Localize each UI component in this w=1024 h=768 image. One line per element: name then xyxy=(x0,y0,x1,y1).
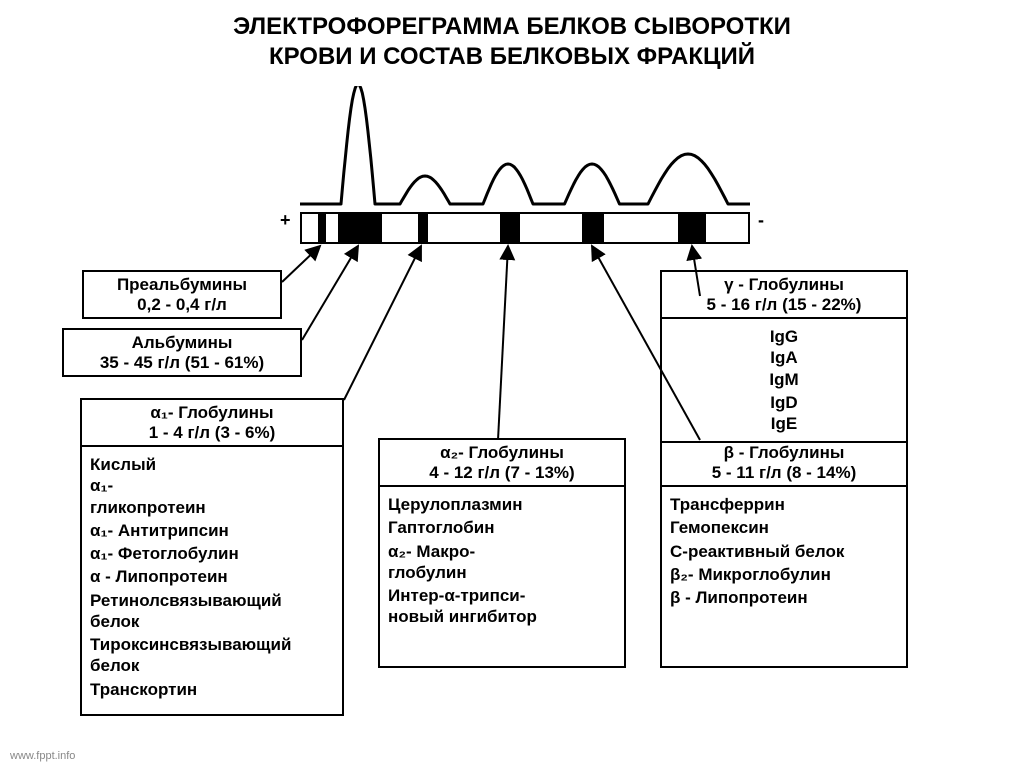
anode-sign: + xyxy=(280,210,291,231)
title-line-1: ЭЛЕКТРОФОРЕГРАММА БЕЛКОВ СЫВОРОТКИ xyxy=(40,12,984,42)
list-item: Гаптоглобин xyxy=(388,517,616,538)
list-item: Трансферрин xyxy=(670,494,898,515)
gamma-box: γ - Глобулины 5 - 16 г/л (15 - 22%) IgG … xyxy=(660,270,908,443)
electrophoresis-curve xyxy=(300,86,750,212)
prealbumin-box: Преальбумины 0,2 - 0,4 г/л xyxy=(82,270,282,319)
list-item: α₂- Макро-глобулин xyxy=(388,541,616,584)
list-item: α₁- Антитрипсин xyxy=(90,520,334,541)
alpha1-range: 1 - 4 г/л (3 - 6%) xyxy=(86,423,338,443)
list-item: Церулоплазмин xyxy=(388,494,616,515)
beta-body: ТрансферринГемопексинС-реактивный белокβ… xyxy=(662,487,906,615)
band-gamma xyxy=(678,214,706,242)
band-alpha1 xyxy=(418,214,428,242)
list-item: α - Липопротеин xyxy=(90,566,334,587)
list-item: Транскортин xyxy=(90,679,334,700)
cathode-sign: - xyxy=(758,210,764,231)
beta-box: β - Глобулины 5 - 11 г/л (8 - 14%) Транс… xyxy=(660,438,908,668)
list-item: β₂- Микроглобулин xyxy=(670,564,898,585)
list-item: α₁- Фетоглобулин xyxy=(90,543,334,564)
gamma-title: γ - Глобулины xyxy=(666,275,902,295)
band-prealbumin xyxy=(318,214,326,242)
gamma-body: IgG IgA IgMIgD IgE xyxy=(662,319,906,441)
gamma-range: 5 - 16 г/л (15 - 22%) xyxy=(666,295,902,315)
band-beta xyxy=(582,214,604,242)
list-item: Тироксинсвязывающий белок xyxy=(90,634,334,677)
band-alpha2 xyxy=(500,214,520,242)
albumin-range: 35 - 45 г/л (51 - 61%) xyxy=(68,353,296,373)
beta-title: β - Глобулины xyxy=(666,443,902,463)
albumin-box: Альбумины 35 - 45 г/л (51 - 61%) xyxy=(62,328,302,377)
beta-range: 5 - 11 г/л (8 - 14%) xyxy=(666,463,902,483)
list-item: IgG IgA IgM xyxy=(670,326,898,390)
alpha1-box: α₁- Глобулины 1 - 4 г/л (3 - 6%) Кислый … xyxy=(80,398,344,716)
prealbumin-title: Преальбумины xyxy=(88,275,276,295)
alpha2-box: α₂- Глобулины 4 - 12 г/л (7 - 13%) Церул… xyxy=(378,438,626,668)
page-title: ЭЛЕКТРОФОРЕГРАММА БЕЛКОВ СЫВОРОТКИ КРОВИ… xyxy=(0,0,1024,78)
title-line-2: КРОВИ И СОСТАВ БЕЛКОВЫХ ФРАКЦИЙ xyxy=(40,42,984,72)
list-item: Гемопексин xyxy=(670,517,898,538)
list-item: IgD IgE xyxy=(670,392,898,435)
albumin-title: Альбумины xyxy=(68,333,296,353)
alpha1-title: α₁- Глобулины xyxy=(86,403,338,423)
list-item: С-реактивный белок xyxy=(670,541,898,562)
list-item: Интер-α-трипси-новый ингибитор xyxy=(388,585,616,628)
prealbumin-range: 0,2 - 0,4 г/л xyxy=(88,295,276,315)
alpha2-body: ЦерулоплазминГаптоглобин α₂- Макро-глобул… xyxy=(380,487,624,635)
watermark: www.fppt.info xyxy=(10,750,75,762)
list-item: Ретинолсвязывающий белок xyxy=(90,590,334,633)
gel-strip xyxy=(300,212,750,244)
band-albumin xyxy=(338,214,382,242)
list-item: β - Липопротеин xyxy=(670,587,898,608)
alpha2-range: 4 - 12 г/л (7 - 13%) xyxy=(384,463,620,483)
alpha1-body: Кислый α₁-гликопротеинα₁- Антитрипсинα₁-… xyxy=(82,447,342,707)
list-item: Кислый α₁-гликопротеин xyxy=(90,454,334,518)
alpha2-title: α₂- Глобулины xyxy=(384,443,620,463)
